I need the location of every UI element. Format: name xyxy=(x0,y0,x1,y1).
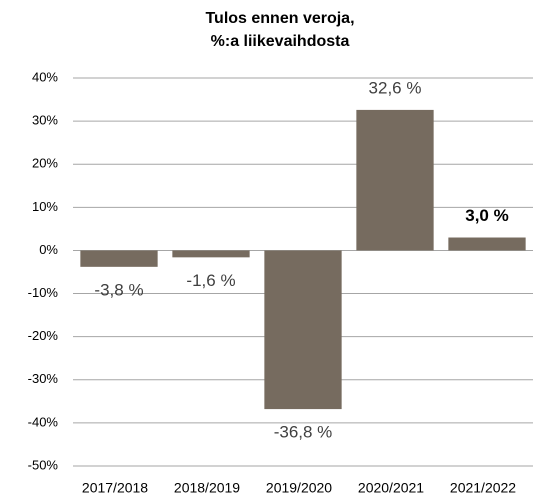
bar xyxy=(172,250,250,258)
bar xyxy=(356,109,434,251)
x-tick-label: 2021/2022 xyxy=(450,480,516,496)
y-tick-label: 30% xyxy=(32,113,58,128)
y-tick-label: -20% xyxy=(28,328,59,343)
y-tick-label: 20% xyxy=(32,156,58,171)
chart-title: Tulos ennen veroja, xyxy=(205,10,354,27)
bar xyxy=(80,250,158,267)
y-tick-label: -50% xyxy=(28,457,59,472)
x-tick-label: 2020/2021 xyxy=(358,480,424,496)
data-label: 32,6 % xyxy=(369,78,422,97)
y-tick-label: 10% xyxy=(32,199,58,214)
x-tick-label: 2017/2018 xyxy=(82,480,148,496)
x-tick-label: 2019/2020 xyxy=(266,480,332,496)
data-label: -1,6 % xyxy=(186,271,235,290)
y-tick-label: -40% xyxy=(28,414,59,429)
y-tick-label: -10% xyxy=(28,285,59,300)
data-label: 3,0 % xyxy=(465,206,508,225)
data-label: -36,8 % xyxy=(274,423,333,442)
y-tick-label: 0% xyxy=(39,242,58,257)
bar xyxy=(264,250,342,410)
chart-title: %:a liikevaihdosta xyxy=(211,33,350,50)
data-label: -3,8 % xyxy=(94,280,143,299)
bar xyxy=(448,237,526,251)
x-tick-label: 2018/2019 xyxy=(174,480,240,496)
y-tick-label: 40% xyxy=(32,69,58,84)
y-tick-label: -30% xyxy=(28,371,59,386)
